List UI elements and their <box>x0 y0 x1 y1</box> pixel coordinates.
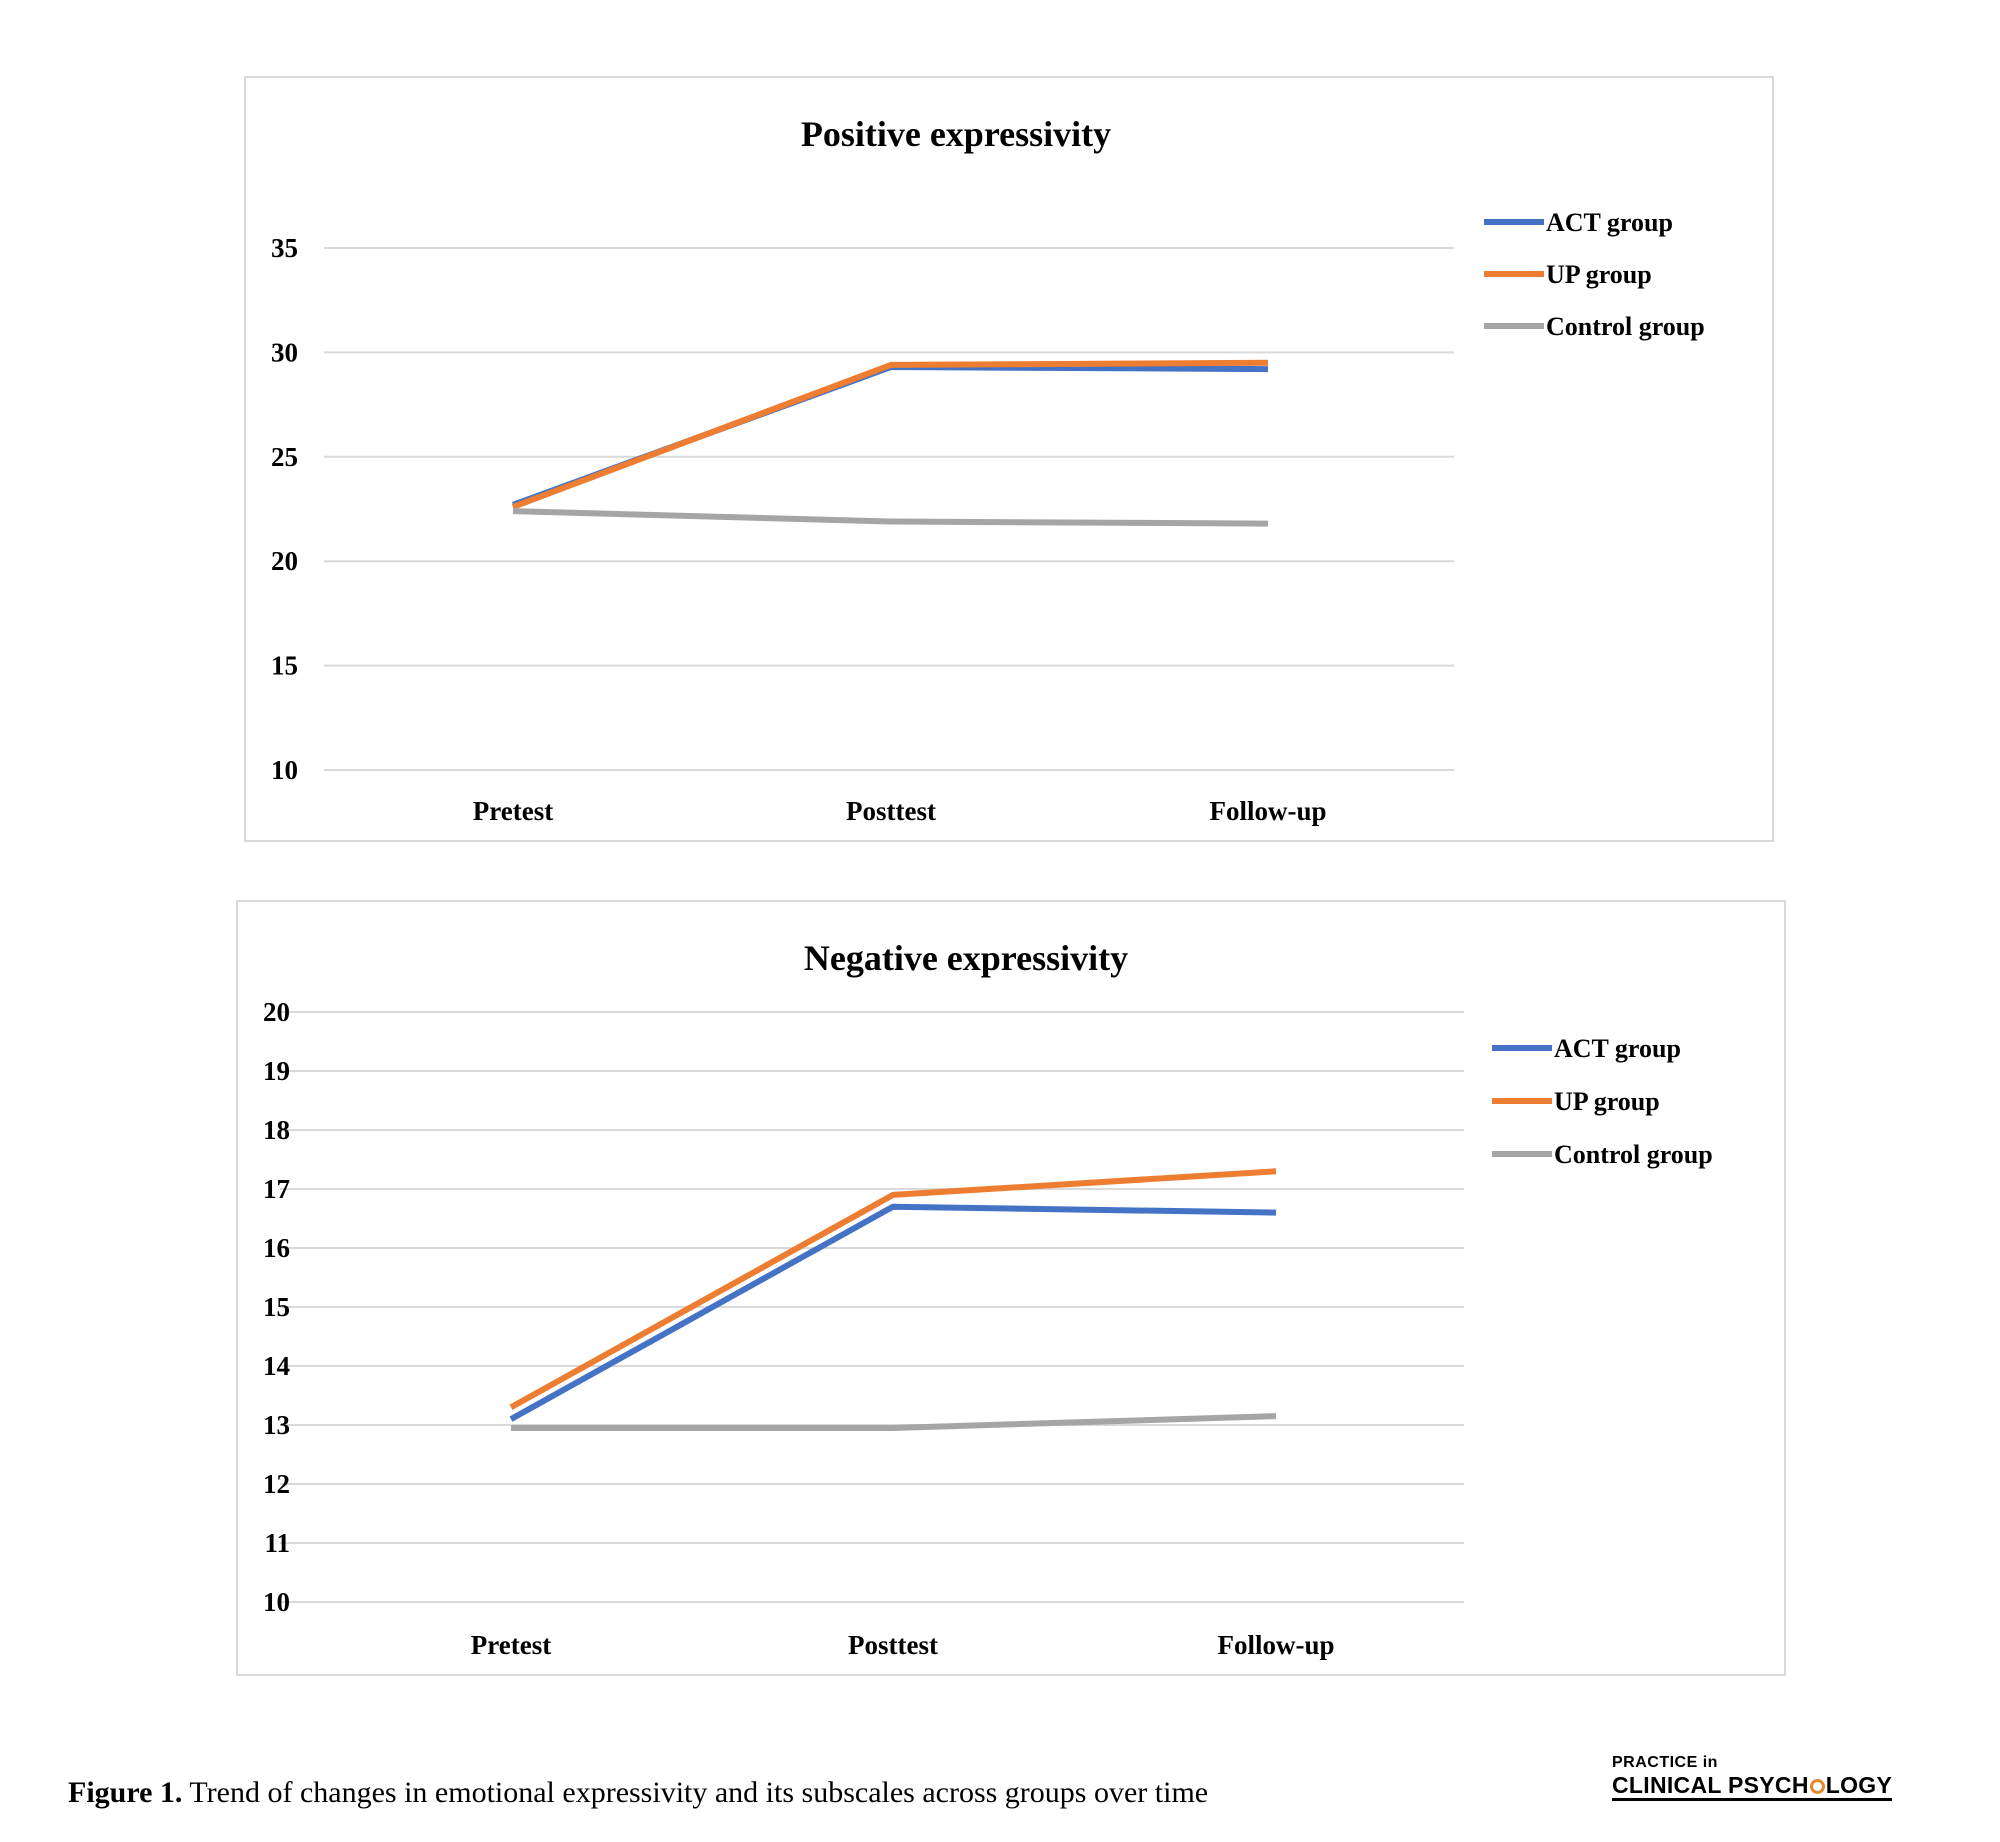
chart2-y-tick-19: 19 <box>263 1056 290 1086</box>
chart2-y-tick-13: 13 <box>263 1410 290 1440</box>
chart1-line-act-group <box>511 364 1269 508</box>
chart2-line-up-group <box>509 1168 1277 1410</box>
chart1-x-label-posttest: Posttest <box>846 796 936 826</box>
chart2-y-tick-17: 17 <box>263 1174 290 1204</box>
chart1-y-tick-20: 20 <box>271 546 298 576</box>
journal-logo: PRACTICE in CLINICAL PSYCH LOGY <box>1612 1754 1918 1814</box>
chart1-x-label-pretest: Pretest <box>473 796 553 826</box>
chart1-line-up-group <box>511 359 1269 510</box>
logo-o-icon <box>1809 1779 1825 1794</box>
chart1-y-tick-15: 15 <box>271 651 298 681</box>
chart1-line-control-group <box>512 508 1269 527</box>
chart1-y-tick-25: 25 <box>271 442 298 472</box>
chart2-title: Negative expressivity <box>804 938 1128 978</box>
chart2-y-tick-18: 18 <box>263 1115 290 1145</box>
chart1-y-tick-35: 35 <box>271 233 298 263</box>
chart2-legend-label-up-group: UP group <box>1554 1087 1660 1116</box>
chart1-x-label-follow-up: Follow-up <box>1209 796 1326 826</box>
figure-caption-text: Trend of changes in emotional expressivi… <box>182 1776 1209 1809</box>
chart2-x-label-posttest: Posttest <box>848 1630 938 1660</box>
chart2-line-control-group <box>511 1413 1277 1431</box>
chart1-legend-label-control-group: Control group <box>1546 312 1705 341</box>
chart2-y-tick-10: 10 <box>263 1587 290 1617</box>
logo-line-2: CLINICAL PSYCH LOGY <box>1612 1772 1893 1801</box>
chart1-y-tick-10: 10 <box>271 755 298 785</box>
negative-expressivity-plot: Negative expressivity 10 11 12 13 14 15 16 17 18 1… <box>263 938 1713 1660</box>
chart2-x-label-pretest: Pretest <box>471 1630 551 1660</box>
logo-line-1: PRACTICE in <box>1612 1754 1718 1771</box>
figure-label: Figure 1. <box>68 1776 183 1809</box>
chart2-y-tick-12: 12 <box>263 1469 290 1499</box>
chart1-legend-label-up-group: UP group <box>1546 260 1652 289</box>
chart2-y-tick-16: 16 <box>263 1233 290 1263</box>
figure-caption: Figure 1. Trend of changes in emotional … <box>68 1776 1208 1810</box>
chart1-legend-label-act-group: ACT group <box>1546 208 1673 237</box>
positive-expressivity-plot: Positive expressivity 10 15 20 25 30 35 Pretest… <box>271 114 1705 826</box>
chart2-line-act-group <box>509 1203 1277 1422</box>
negative-expressivity-chart: Negative expressivity 10 11 12 13 14 15 16 17 18 1… <box>236 900 1786 1676</box>
positive-expressivity-chart: Positive expressivity 10 15 20 25 30 35 Pretest… <box>244 76 1774 842</box>
chart2-y-tick-20: 20 <box>263 997 290 1027</box>
chart2-legend-label-control-group: Control group <box>1554 1140 1713 1169</box>
chart2-legend-label-act-group: ACT group <box>1554 1034 1681 1063</box>
chart2-y-tick-11: 11 <box>264 1528 290 1558</box>
chart2-y-tick-15: 15 <box>263 1292 290 1322</box>
logo-text-start: CLINICAL PSYCH <box>1612 1772 1809 1798</box>
chart1-title: Positive expressivity <box>801 114 1111 154</box>
logo-text-end: LOGY <box>1825 1772 1893 1798</box>
chart2-y-tick-14: 14 <box>263 1351 290 1381</box>
chart1-y-tick-30: 30 <box>271 337 298 367</box>
chart2-x-label-follow-up: Follow-up <box>1217 1630 1334 1660</box>
